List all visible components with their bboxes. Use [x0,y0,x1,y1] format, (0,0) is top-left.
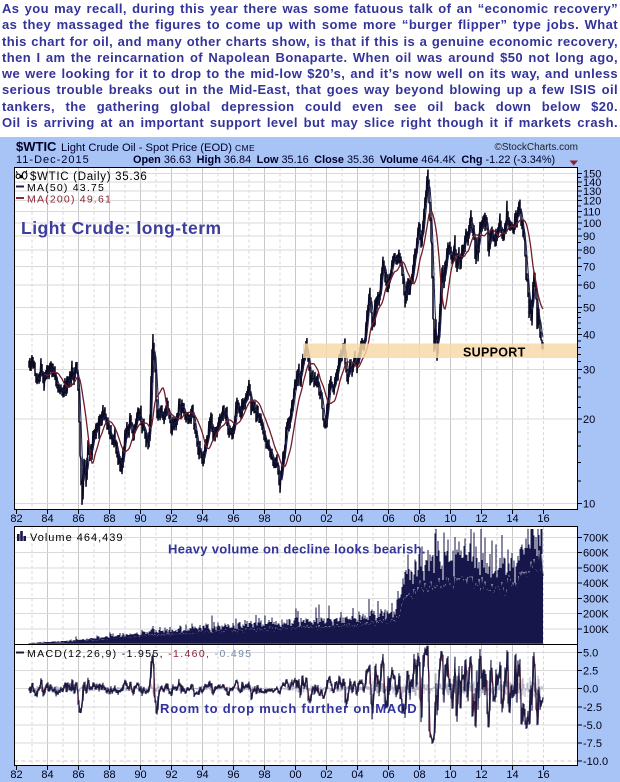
svg-text:84: 84 [41,513,53,525]
svg-text:02: 02 [320,513,332,525]
svg-text:Heavy volume on decline looks: Heavy volume on decline looks bearish. [168,542,426,557]
svg-text:110: 110 [583,206,601,218]
svg-text:Volume 464,439: Volume 464,439 [30,532,124,544]
svg-text:40: 40 [583,330,595,342]
svg-text:700K: 700K [583,533,609,545]
svg-text:11-Dec-2015: 11-Dec-2015 [16,154,90,166]
svg-text:98: 98 [258,513,270,525]
svg-text:92: 92 [165,513,177,525]
svg-text:98: 98 [258,769,270,781]
svg-text:-2.5: -2.5 [583,702,602,714]
svg-text:10: 10 [583,498,595,510]
svg-text:88: 88 [103,513,115,525]
svg-text:14: 14 [506,513,518,525]
svg-text:150: 150 [583,169,601,181]
svg-text:94: 94 [196,513,208,525]
svg-text:5.0: 5.0 [583,648,598,660]
svg-text:30: 30 [583,365,595,377]
svg-text:Light Crude Oil - Spot Price (: Light Crude Oil - Spot Price (EOD) [61,142,232,154]
svg-text:Room to drop much further on M: Room to drop much further on MACD [160,701,418,716]
svg-text:10: 10 [444,769,456,781]
svg-text:12: 12 [475,769,487,781]
svg-text:20: 20 [583,414,595,426]
svg-text:16: 16 [537,769,549,781]
svg-text:08: 08 [413,769,425,781]
svg-text:-5.0: -5.0 [583,720,602,732]
svg-text:140: 140 [583,177,601,189]
svg-text:300K: 300K [583,593,609,605]
svg-text:82: 82 [10,769,22,781]
svg-text:06: 06 [382,513,394,525]
svg-text:120: 120 [583,196,601,208]
svg-text:MACD(12,26,9) -1.955, -1.460,: MACD(12,26,9) -1.955, -1.460, -0.495 [27,648,252,660]
svg-text:88: 88 [103,769,115,781]
svg-text:00: 00 [289,769,301,781]
svg-text:SUPPORT: SUPPORT [463,346,526,360]
svg-text:90: 90 [583,231,595,243]
svg-text:12: 12 [475,513,487,525]
svg-text:04: 04 [351,513,363,525]
svg-text:14: 14 [506,769,518,781]
svg-text:06: 06 [382,769,394,781]
svg-text:02: 02 [320,769,332,781]
svg-text:100: 100 [583,218,601,230]
svg-text:0.0: 0.0 [583,684,598,696]
svg-text:86: 86 [72,513,84,525]
svg-text:200K: 200K [583,609,609,621]
svg-text:CME: CME [235,143,255,153]
svg-text:MA(200) 49.61: MA(200) 49.61 [27,194,112,206]
svg-text:90: 90 [134,513,146,525]
svg-text:600K: 600K [583,548,609,560]
svg-text:$WTIC: $WTIC [16,139,57,154]
svg-text:130: 130 [583,186,601,198]
svg-text:50: 50 [583,302,595,314]
svg-text:80: 80 [583,245,595,257]
svg-text:2.5: 2.5 [583,666,598,678]
svg-text:86: 86 [72,769,84,781]
svg-text:-7.5: -7.5 [583,738,602,750]
svg-text:96: 96 [227,513,239,525]
svg-text:70: 70 [583,261,595,273]
svg-text:500K: 500K [583,563,609,575]
svg-text:$WTIC (Daily) 35.36: $WTIC (Daily) 35.36 [30,171,147,183]
svg-text:400K: 400K [583,578,609,590]
svg-text:©StockCharts.com: ©StockCharts.com [494,142,578,153]
svg-text:MA(50) 43.75: MA(50) 43.75 [27,182,105,194]
svg-text:94: 94 [196,769,208,781]
svg-text:90: 90 [134,769,146,781]
svg-text:100K: 100K [583,624,609,636]
svg-text:82: 82 [10,513,22,525]
svg-text:08: 08 [413,513,425,525]
svg-text:Open 36.63 High 36.84 Low 35.1: Open 36.63 High 36.84 Low 35.16 Close 35… [133,154,555,166]
svg-text:04: 04 [351,769,363,781]
svg-text:10: 10 [444,513,456,525]
svg-text:16: 16 [537,513,549,525]
svg-text:Light Crude: long-term: Light Crude: long-term [21,218,222,238]
svg-text:84: 84 [41,769,53,781]
svg-text:96: 96 [227,769,239,781]
svg-text:00: 00 [289,513,301,525]
svg-text:92: 92 [165,769,177,781]
svg-text:60: 60 [583,280,595,292]
svg-text:-10.0: -10.0 [583,756,608,768]
